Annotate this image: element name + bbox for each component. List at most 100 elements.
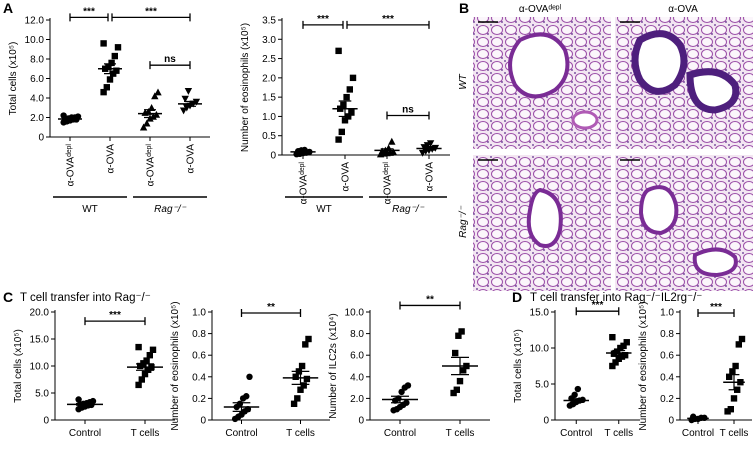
error-bar — [338, 100, 352, 118]
error-bar — [569, 398, 583, 403]
x-tick-label: T cells — [131, 428, 160, 439]
data-point — [75, 396, 82, 403]
y-tick-label: 15.0 — [30, 335, 50, 346]
error-bar — [612, 349, 626, 357]
y-tick-label: 3.5 — [262, 16, 276, 27]
y-tick-label: 0 — [270, 151, 276, 162]
significance-bracket — [346, 20, 430, 29]
data-point — [452, 349, 459, 357]
error-bar — [76, 402, 94, 406]
data-point — [192, 98, 201, 106]
dot-plot: 0 2.0 4.0 6.0 8.0 10.0 Number of ILC2s (x10⁴) C… — [328, 294, 490, 439]
y-tick-label: 0.4 — [660, 372, 674, 383]
error-bar — [692, 417, 704, 420]
data-point — [103, 84, 110, 91]
data-point — [612, 359, 619, 366]
x-tick-label: T cells — [446, 428, 475, 439]
y-tick-label: 1.0 — [192, 308, 206, 319]
y-axis-label: Number of eosinophils (x10⁵) — [638, 301, 649, 430]
data-point — [455, 332, 462, 339]
histology: α-OVAᵈᵉᵖˡ α-OVA WT Rag⁻/⁻ — [458, 4, 753, 291]
y-tick-label: 0 — [38, 133, 44, 144]
data-point — [184, 87, 193, 95]
y-tick-label: 8.0 — [30, 55, 44, 66]
data-point — [727, 406, 734, 413]
data-point — [143, 357, 150, 364]
y-tick-label: 0 — [358, 416, 364, 427]
data-point — [609, 362, 616, 370]
data-point — [305, 335, 312, 343]
dot-plot: 0 0.5 1.0 1.5 2.0 2.5 3.0 3.5 Number of eosinoph… — [240, 14, 450, 215]
data-point — [297, 386, 304, 393]
data-point — [181, 95, 189, 103]
data-point — [108, 59, 115, 67]
error-bar — [422, 146, 436, 151]
x-tick-label: T cells — [286, 428, 315, 439]
y-tick-label: 3.0 — [262, 35, 276, 46]
data-point — [135, 381, 142, 389]
data-point — [726, 373, 733, 380]
significance-label: ns — [402, 105, 414, 116]
dot-plot: 0 0.2 0.4 0.6 0.8 1.0 Number of eosinophils (x… — [170, 301, 330, 439]
data-point — [143, 119, 151, 127]
data-point — [151, 92, 159, 100]
significance-bracket — [69, 13, 109, 22]
data-point — [348, 109, 355, 116]
y-tick-label: 8.0 — [350, 329, 364, 340]
data-point — [138, 376, 145, 383]
data-point — [458, 328, 465, 335]
data-point — [460, 367, 467, 374]
significance-label: *** — [382, 14, 394, 25]
y-tick-label: 5.0 — [535, 380, 549, 391]
column-label: α-OVA — [668, 4, 698, 15]
y-tick-label: 1.0 — [262, 112, 276, 123]
data-point — [141, 370, 149, 378]
data-point — [139, 123, 148, 131]
error-bar — [232, 402, 251, 412]
data-point — [154, 88, 162, 96]
y-tick-label: 12.0 — [25, 16, 45, 27]
error-bar — [451, 356, 469, 376]
x-tick-label: Control — [225, 428, 257, 439]
error-bar — [391, 395, 409, 404]
x-tick-label: α-OVAᵈᵉᵖˡ — [146, 144, 157, 187]
y-tick-label: 10.0 — [25, 35, 45, 46]
micrograph — [473, 17, 611, 149]
micrograph — [615, 155, 753, 291]
y-tick-label: 0 — [43, 416, 49, 427]
data-point — [346, 86, 353, 93]
significance-bracket — [399, 301, 461, 310]
x-tick-label: Control — [384, 428, 416, 439]
x-tick-label: Control — [682, 428, 714, 439]
error-bar — [296, 150, 310, 154]
data-point — [735, 341, 742, 348]
significance-label: *** — [710, 302, 722, 313]
y-tick-label: 1.0 — [660, 308, 674, 319]
data-point — [243, 393, 250, 400]
dot-plot: 0 2.0 4.0 6.0 8.0 10.0 12.0 Total cells (x10⁵) α… — [8, 6, 210, 215]
x-tick-label: α-OVA — [341, 162, 352, 192]
significance-label: ns — [164, 54, 176, 65]
dot-plot: 0 0.2 0.4 0.6 0.8 1.0 Number of eosinophils (x… — [638, 301, 752, 439]
y-tick-label: 0.6 — [660, 351, 674, 362]
data-point — [609, 334, 616, 341]
data-point — [292, 373, 299, 380]
data-point — [290, 400, 298, 407]
y-tick-label: 2.0 — [30, 113, 44, 124]
error-bar — [104, 63, 116, 75]
data-point — [146, 114, 154, 122]
significance-label: ** — [426, 294, 434, 305]
significance-bracket — [697, 309, 735, 317]
x-tick-label: α-OVA — [106, 144, 117, 174]
x-tick-label: T cells — [604, 428, 633, 439]
panel-title: T cell transfer into Rag⁻/⁻IL2rg⁻/⁻ — [530, 292, 702, 304]
y-axis-label: Number of ILC2s (x10⁴) — [328, 313, 339, 418]
significance-bracket — [240, 309, 302, 317]
y-tick-label: 5.0 — [35, 389, 49, 400]
data-point — [298, 362, 306, 370]
data-point — [74, 113, 82, 120]
data-point — [111, 52, 118, 60]
data-point — [179, 107, 188, 115]
significance-bracket — [149, 61, 191, 70]
significance-bracket — [84, 317, 146, 326]
